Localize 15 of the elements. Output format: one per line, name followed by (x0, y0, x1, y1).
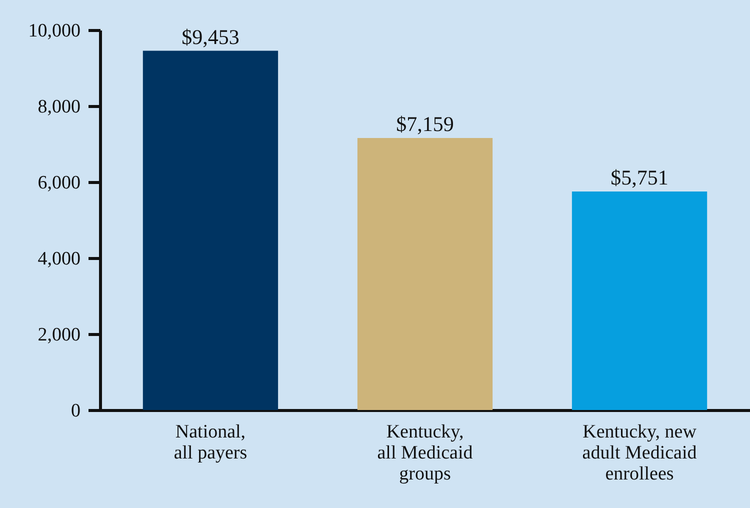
y-tick-label: 8,000 (38, 96, 80, 118)
x-tick-label: Kentucky, new adult Medicaid enrollees (582, 422, 698, 484)
y-tick-label: 0 (71, 400, 80, 422)
bar (357, 138, 493, 410)
y-tick-label: 6,000 (38, 172, 80, 194)
x-tick-label: National, all payers (174, 422, 248, 464)
data-label: $7,159 (396, 112, 454, 136)
bar (142, 50, 278, 410)
bar (572, 191, 708, 410)
y-tick-label: 4,000 (38, 248, 80, 270)
data-label: $5,751 (610, 165, 668, 190)
data-label: $9,453 (182, 24, 240, 49)
y-tick-label: 2,000 (38, 324, 80, 346)
x-tick-label: Kentucky, all Medicaid groups (377, 422, 474, 484)
y-tick-label: 10,000 (28, 20, 80, 42)
